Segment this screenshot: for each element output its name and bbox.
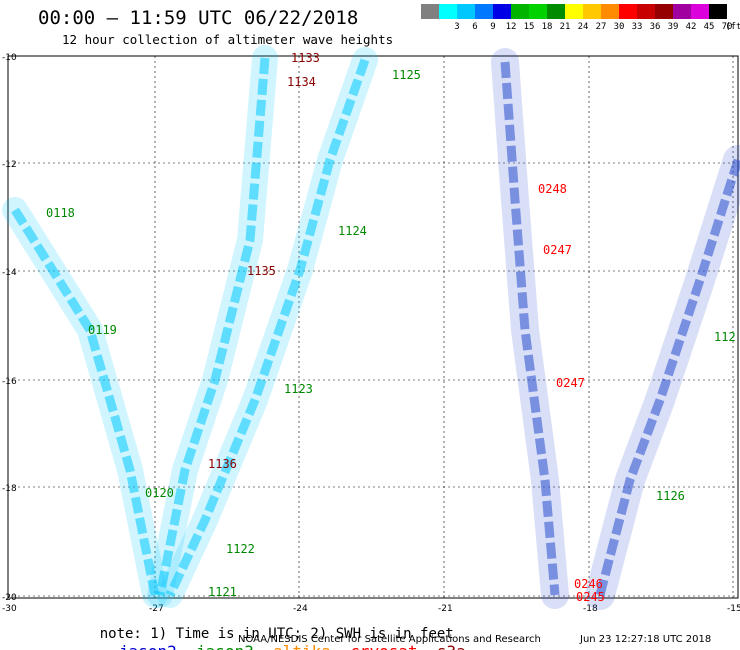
- pass-label: 1133: [291, 51, 320, 65]
- legend-item-jason3: jason3: [177, 642, 254, 650]
- pass-label: 0248: [538, 182, 567, 196]
- pass-label: 0120: [145, 486, 174, 500]
- pass-label: 1134: [287, 75, 316, 89]
- colorbar-cell: 15: [511, 4, 534, 32]
- track-jason2-a-values: [500, 61, 560, 596]
- colorbar-tick-label: 33: [631, 22, 643, 32]
- pass-label: 1136: [208, 457, 237, 471]
- footer-note: note: 1) Time is in UTC; 2) SWH is in fe…: [99, 626, 454, 642]
- pass-label: 1126: [656, 489, 685, 503]
- pass-label: 0246: [574, 577, 603, 591]
- lon-tick-label: -24: [293, 604, 308, 614]
- colorbar-cell: 12: [493, 4, 516, 32]
- pass-label: 0247: [543, 243, 572, 257]
- page-subtitle: 12 hour collection of altimeter wave hei…: [62, 32, 394, 47]
- lat-tick-label: -20: [2, 593, 17, 603]
- track-jason2-b-values: [595, 158, 740, 597]
- colorbar-cell: [421, 4, 439, 19]
- lat-tick-label: -12: [2, 160, 17, 170]
- colorbar-cell: 6: [457, 4, 478, 32]
- legend-item-altika: altika: [254, 642, 331, 650]
- colorbar-cell: 27: [583, 4, 606, 32]
- pass-label: 0118: [46, 206, 75, 220]
- track-jason3-0118: [2, 197, 168, 608]
- colorbar-tick-label: 30: [613, 22, 625, 32]
- lat-tick-label: -14: [2, 268, 17, 278]
- colorbar-tick-label: 27: [595, 22, 607, 32]
- colorbar-tick-label: 70: [721, 22, 733, 32]
- colorbar-cell: 70: [709, 4, 732, 32]
- track-jason3-0118-values: [11, 207, 160, 596]
- legend-item-s3a: s3a: [418, 642, 466, 650]
- colorbar-tick-label: 3: [454, 22, 460, 32]
- credit-text: NOAA/NESDIS Center for Satellite Applica…: [238, 634, 541, 645]
- colorbar-cell: 39: [655, 4, 678, 32]
- colorbar-cell: 36: [637, 4, 660, 32]
- satellite-legend: jason2 jason3 altika cryosat s3a: [100, 642, 466, 650]
- colorbar-cell: 42: [673, 4, 696, 32]
- colorbar-unit: (ft): [725, 22, 740, 32]
- colorbar-tick-label: 39: [667, 22, 679, 32]
- track-jason3-1124-values: [165, 58, 370, 597]
- colorbar-tick-label: 6: [472, 22, 478, 32]
- colorbar-tick-label: 36: [649, 22, 661, 32]
- lon-tick-label: -18: [583, 604, 598, 614]
- pass-label: 0245: [576, 590, 605, 604]
- colorbar-tick-label: 24: [577, 22, 589, 32]
- pass-label: 1123: [284, 382, 313, 396]
- footer-legend: note: 1) Time is in UTC; 2) SWH is in fe…: [66, 610, 466, 650]
- lat-tick-label: -16: [2, 377, 17, 387]
- lat-tick-label: -10: [2, 53, 17, 63]
- colorbar-cell: 24: [565, 4, 588, 32]
- page-title: 00:00 – 11:59 UTC 06/22/2018: [38, 7, 359, 29]
- colorbar-cell: 3: [439, 4, 460, 32]
- colorbar-cell: 18: [529, 4, 552, 32]
- colorbar-tick-label: 42: [685, 22, 697, 32]
- colorbar-tick-label: 45: [703, 22, 715, 32]
- colorbar-tick-label: 15: [523, 22, 535, 32]
- colorbar-cell: 45: [691, 4, 714, 32]
- pass-label: 1122: [226, 542, 255, 556]
- colorbar-tick-label: 12: [505, 22, 517, 32]
- colorbar-tick-label: 21: [559, 22, 571, 32]
- pass-label: 1124: [338, 224, 367, 238]
- lat-tick-label: -30: [2, 604, 17, 614]
- lat-tick-label: -18: [2, 484, 17, 494]
- lon-tick-label: -27: [149, 604, 164, 614]
- pass-label: 1135: [247, 264, 276, 278]
- colorbar-cell: 33: [619, 4, 642, 32]
- legend-item-cryosat: cryosat: [331, 642, 417, 650]
- lon-tick-label: -21: [438, 604, 453, 614]
- timestamp-text: Jun 23 12:27:18 UTC 2018: [580, 634, 712, 645]
- track-cryosat-1134-values: [155, 57, 270, 596]
- colorbar-cell: 21: [547, 4, 570, 32]
- colorbar-cell: 30: [601, 4, 624, 32]
- pass-label: 0247: [556, 376, 585, 390]
- pass-label: 0119: [88, 323, 117, 337]
- lon-tick-label: -15: [727, 604, 740, 614]
- pass-label: 1125: [392, 68, 421, 82]
- legend-item-jason2: jason2: [100, 642, 177, 650]
- colorbar-tick-label: 9: [490, 22, 496, 32]
- colorbar-cell: 9: [475, 4, 496, 32]
- pass-label: 112: [714, 330, 736, 344]
- colorbar-tick-label: 18: [541, 22, 553, 32]
- pass-label: 1121: [208, 585, 237, 599]
